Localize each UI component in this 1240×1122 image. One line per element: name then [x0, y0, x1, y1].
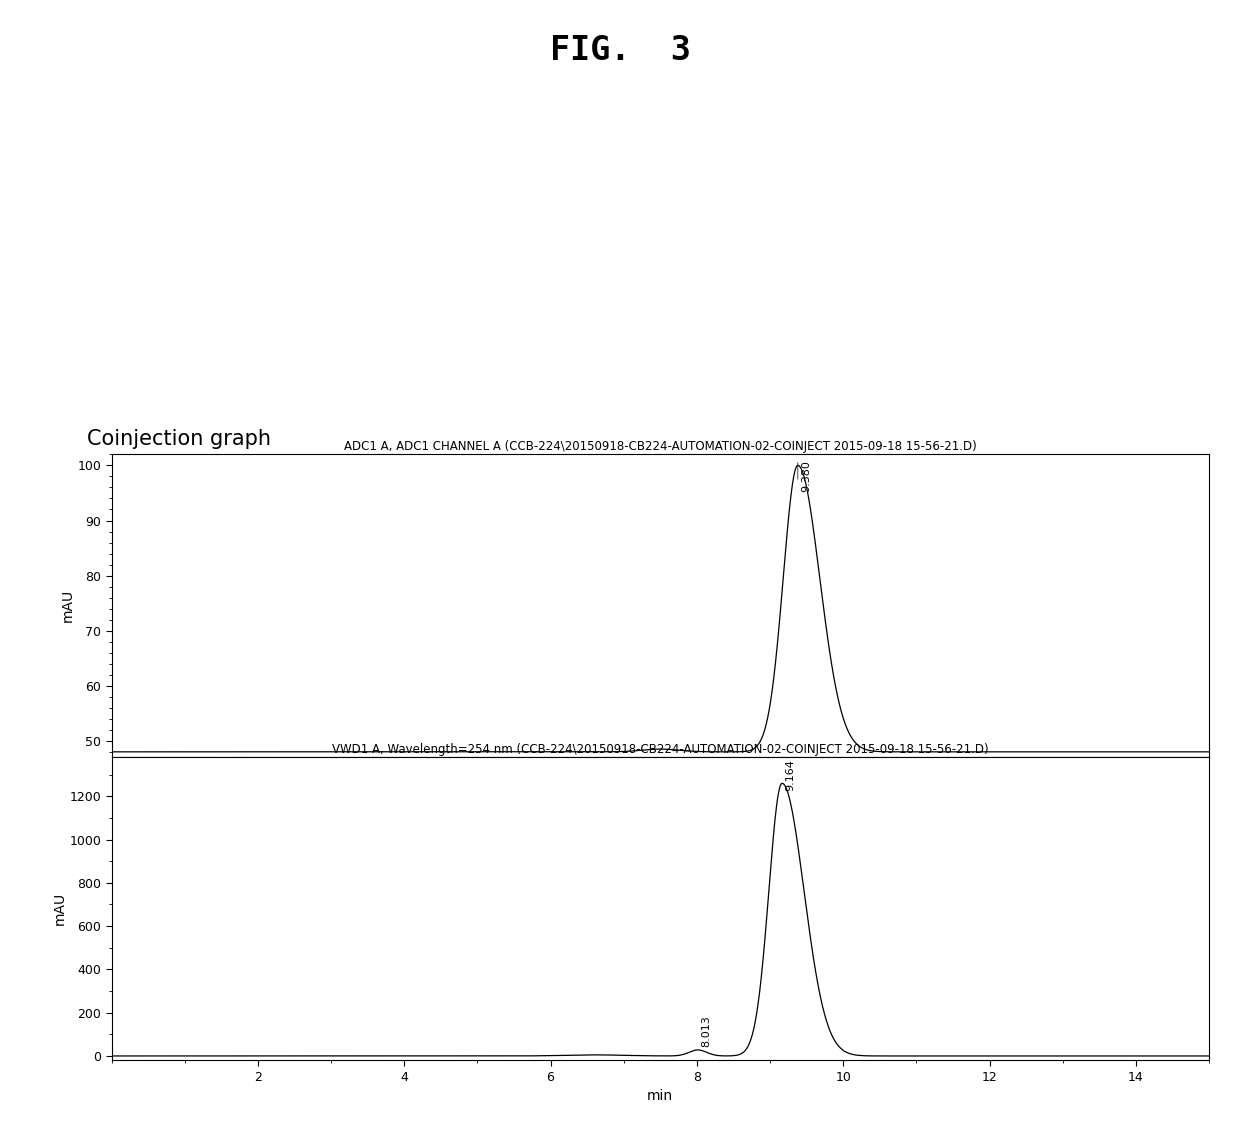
X-axis label: min: min	[647, 1089, 673, 1103]
Y-axis label: mAU: mAU	[52, 892, 67, 926]
Title: VWD1 A, Wavelength=254 nm (CCB-224\20150918-CB224-AUTOMATION-02-COINJECT 2015-09: VWD1 A, Wavelength=254 nm (CCB-224\20150…	[332, 743, 988, 756]
Text: FIG.  3: FIG. 3	[549, 34, 691, 66]
Text: 8.013: 8.013	[701, 1015, 711, 1047]
Title: ADC1 A, ADC1 CHANNEL A (CCB-224\20150918-CB224-AUTOMATION-02-COINJECT 2015-09-18: ADC1 A, ADC1 CHANNEL A (CCB-224\20150918…	[343, 440, 977, 453]
Text: Coinjection graph: Coinjection graph	[87, 429, 270, 449]
Text: 9.380: 9.380	[801, 460, 811, 491]
Y-axis label: mAU: mAU	[61, 589, 74, 623]
Text: 9.164: 9.164	[785, 760, 795, 791]
